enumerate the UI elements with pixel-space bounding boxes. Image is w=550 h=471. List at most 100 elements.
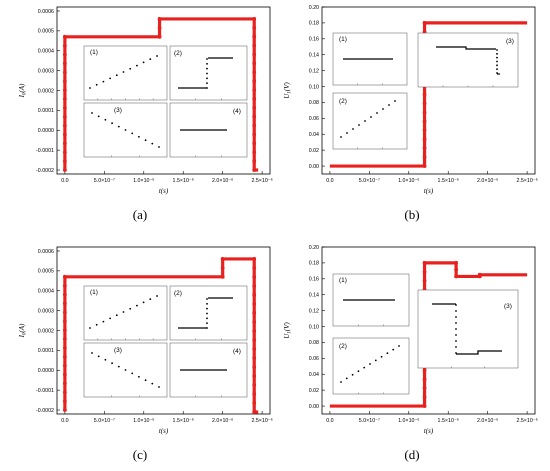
inset-2: (2) xyxy=(332,92,408,150)
series-point xyxy=(422,395,427,400)
inset-label: (2) xyxy=(339,98,347,105)
series-point xyxy=(220,265,225,270)
series-point xyxy=(252,61,257,66)
series-point xyxy=(252,132,257,137)
inset-point xyxy=(206,298,208,300)
series-point xyxy=(252,105,257,110)
inset-point xyxy=(398,345,400,347)
inset-line xyxy=(436,46,496,50)
x-tick-label: 5.0×10⁻⁷ xyxy=(359,418,380,424)
series-point xyxy=(62,79,67,84)
y-tick-label: 0.20 xyxy=(309,245,319,251)
series-point xyxy=(252,329,257,333)
series-point xyxy=(454,267,459,272)
inset-point xyxy=(357,370,360,373)
inset-point xyxy=(109,77,111,80)
inset-frame xyxy=(417,289,519,369)
inset-label: (3) xyxy=(506,38,514,45)
inset-2: (2) xyxy=(169,45,248,101)
series-point xyxy=(62,345,67,350)
axis-label: U1(V) xyxy=(283,82,293,99)
x-tick-label: 1.0×10⁻⁶ xyxy=(398,178,419,184)
inset-point xyxy=(206,302,208,305)
inset-point xyxy=(340,136,342,138)
inset-point xyxy=(136,64,138,67)
inset-frame xyxy=(332,337,410,395)
inset-3: (3) xyxy=(83,342,168,398)
inset-point xyxy=(111,122,113,125)
x-tick-label: 2.5×10⁻⁶ xyxy=(516,178,537,184)
series-point xyxy=(252,114,257,119)
inset-point xyxy=(122,71,125,73)
y-tick-label: 0.18 xyxy=(309,261,319,267)
y-tick-label: 0.0001 xyxy=(38,348,54,354)
series-point xyxy=(422,278,427,283)
series-point xyxy=(422,368,427,373)
inset-point xyxy=(142,61,145,64)
inset-point xyxy=(117,365,120,368)
y-tick-label: 0.0003 xyxy=(38,308,54,314)
inset-point xyxy=(206,312,208,315)
inset-label: (2) xyxy=(339,343,347,350)
inset-point xyxy=(455,346,457,348)
inset-point xyxy=(358,124,360,126)
series-point xyxy=(252,34,257,39)
inset-point xyxy=(131,372,134,375)
inset-point xyxy=(156,55,158,57)
inset-label: (3) xyxy=(114,347,122,354)
x-tick-label: 2.0×10⁻⁶ xyxy=(212,418,233,424)
inset-point xyxy=(129,307,132,310)
series-point xyxy=(62,34,67,39)
panel-caption: (a) xyxy=(133,207,147,222)
series-point xyxy=(252,17,257,21)
series-point xyxy=(220,274,225,279)
series-point xyxy=(252,392,257,396)
inset-4: (4) xyxy=(169,342,248,398)
inset-label: (1) xyxy=(90,49,98,56)
inset-point xyxy=(95,323,98,326)
x-tick-label: 0.0 xyxy=(326,178,333,184)
x-tick-label: 5.0×10⁻⁷ xyxy=(94,418,115,424)
inset-point xyxy=(149,58,152,61)
series-point xyxy=(252,383,257,387)
inset-point xyxy=(89,87,91,89)
x-tick-label: 0.0 xyxy=(326,418,333,424)
inset-frame xyxy=(332,92,408,150)
y-tick-label: 0.0003 xyxy=(38,68,54,74)
inset-line xyxy=(456,350,502,355)
series-point xyxy=(62,150,67,155)
series-point xyxy=(62,408,67,412)
y-tick-label: 0.08 xyxy=(309,340,319,346)
series-point xyxy=(62,390,67,395)
series-point xyxy=(252,338,257,342)
inset-point xyxy=(388,104,390,106)
series-point xyxy=(252,410,257,414)
inset-point xyxy=(91,112,93,114)
series-point xyxy=(422,261,427,265)
inset-point xyxy=(206,322,208,325)
series-point xyxy=(422,137,427,142)
series-point xyxy=(252,123,257,128)
x-tick-label: 1.5×10⁻⁶ xyxy=(173,418,194,424)
x-tick-label: 1.5×10⁻⁶ xyxy=(173,178,194,184)
inset-point xyxy=(97,115,100,118)
series-point xyxy=(422,155,427,160)
inset-frame xyxy=(169,285,248,341)
series-point xyxy=(62,43,67,48)
y-tick-label: 0.0002 xyxy=(38,328,54,334)
series-point xyxy=(252,79,257,84)
series-point xyxy=(62,337,67,341)
y-tick-label: -0.0002 xyxy=(36,168,54,174)
inset-point xyxy=(394,100,396,102)
inset-point xyxy=(104,118,107,121)
inset-point xyxy=(136,304,138,307)
inset-point xyxy=(206,67,208,70)
axis-label: t(s) xyxy=(424,187,434,195)
inset-4: (4) xyxy=(169,102,248,158)
series-point xyxy=(252,97,257,101)
inset-point xyxy=(151,382,154,385)
series-point xyxy=(62,399,67,404)
y-tick-label: 0.0004 xyxy=(38,289,54,295)
series-point xyxy=(422,21,427,25)
inset-point xyxy=(376,112,378,114)
